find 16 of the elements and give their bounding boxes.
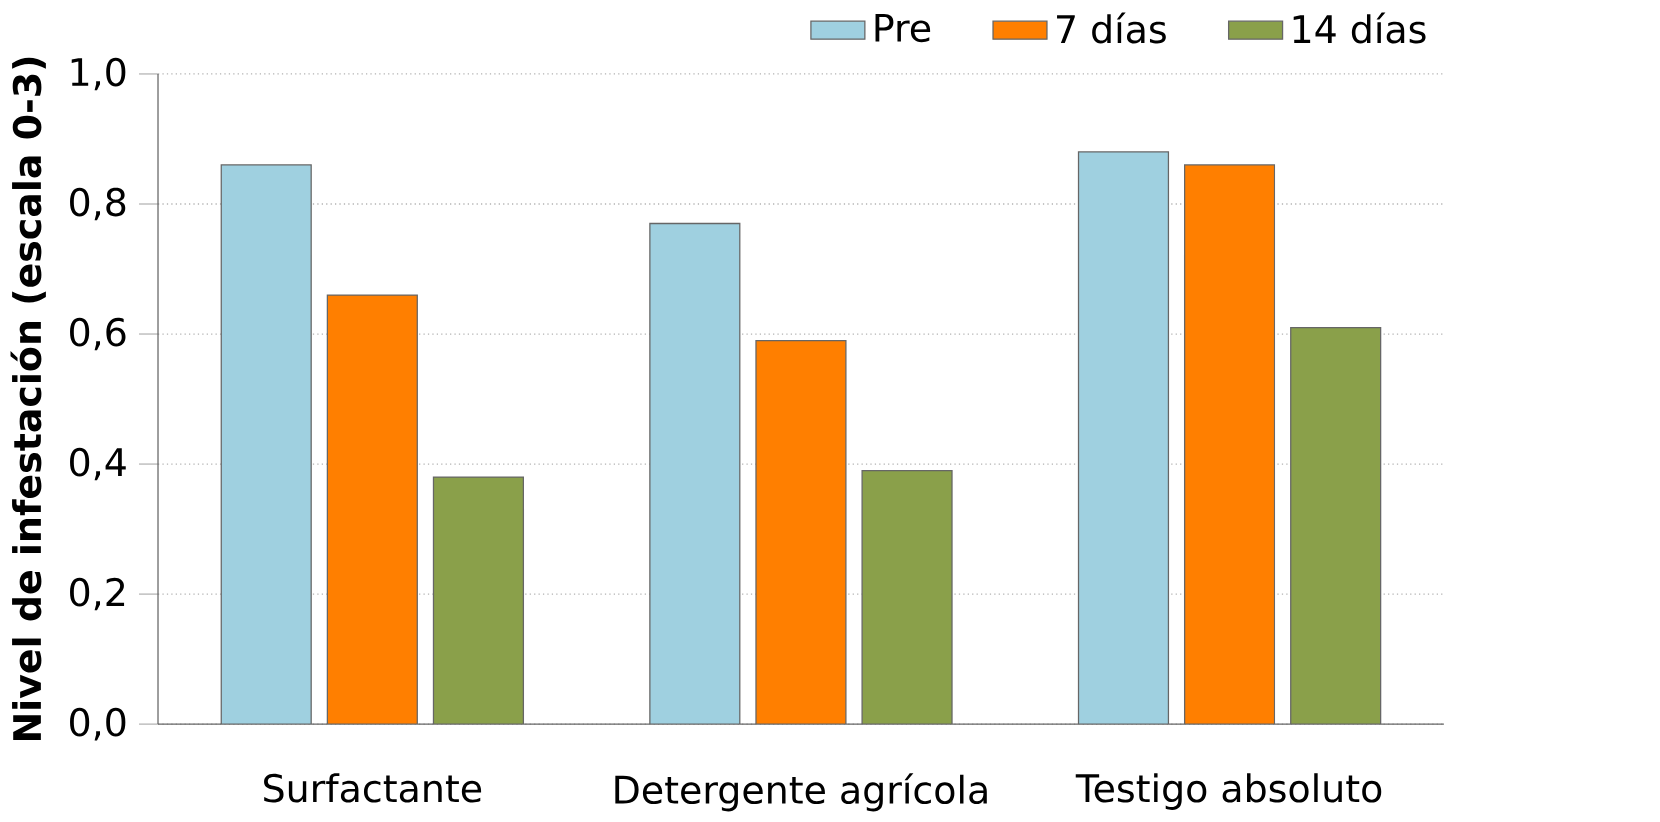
y-tick-label: 0,6 bbox=[70, 317, 126, 351]
bar bbox=[755, 340, 846, 725]
y-tick-label: 0,8 bbox=[70, 187, 126, 221]
x-tick-label: Detergente agrícola bbox=[615, 773, 987, 812]
bar bbox=[1183, 164, 1276, 725]
y-tick-label: 0,4 bbox=[70, 447, 126, 481]
legend-label: 7 días bbox=[1057, 12, 1166, 44]
bar bbox=[327, 295, 418, 725]
y-tick-label: 0,2 bbox=[70, 577, 125, 611]
x-tick-label: Testigo absoluto bbox=[1075, 773, 1382, 810]
legend-label: 14 días bbox=[1293, 12, 1426, 44]
y-axis-title: Nivel de infestación (escala 0-3) bbox=[10, 57, 46, 741]
x-tick-label: Surfactante bbox=[264, 773, 482, 803]
y-tick-label: 0,0 bbox=[70, 707, 126, 741]
y-tick-label: 1,0 bbox=[71, 57, 126, 91]
legend-label: Pre bbox=[875, 13, 931, 43]
